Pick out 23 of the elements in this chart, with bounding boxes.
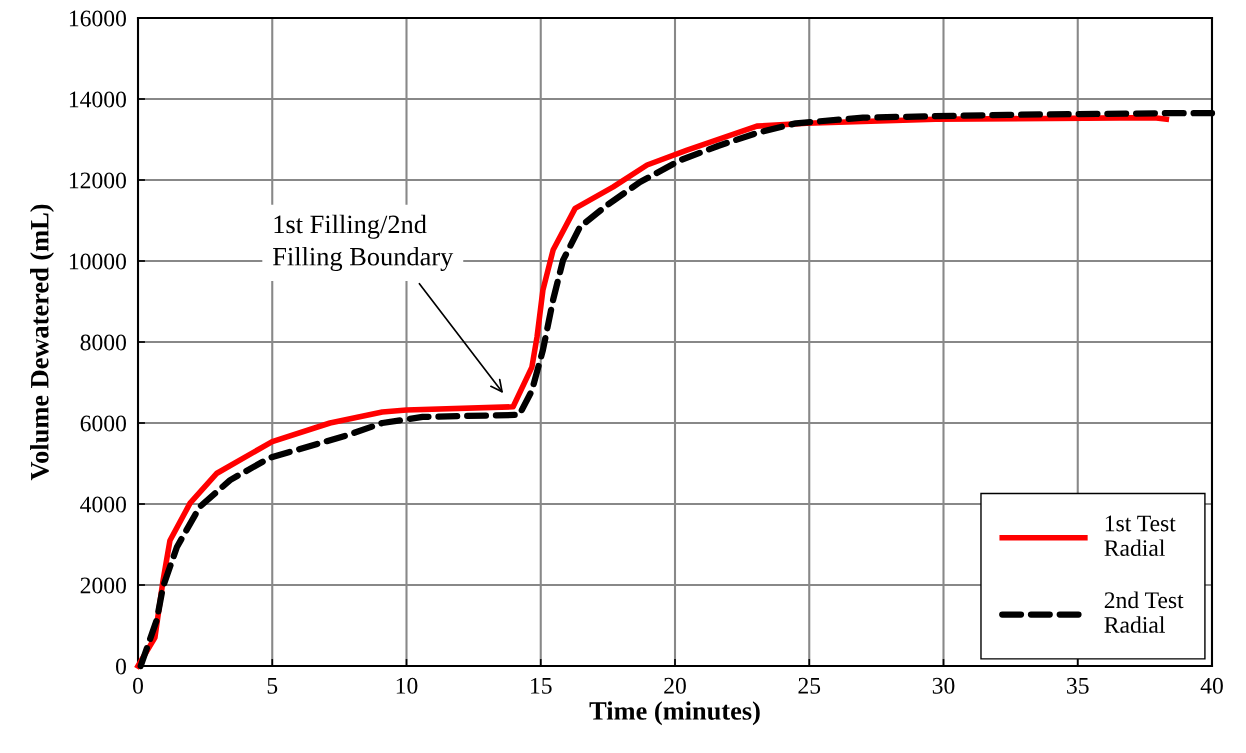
y-tick-label: 0 (115, 658, 126, 675)
x-tick-label: 20 (664, 677, 686, 694)
y-axis-title: Volume Dewatered (mL) (30, 204, 54, 481)
x-axis-title: Time (minutes) (589, 701, 760, 726)
y-tick-label: 10000 (69, 253, 126, 270)
x-tick-label: 40 (1200, 677, 1223, 694)
y-tick-label: 6000 (80, 415, 126, 432)
legend-label: 2nd Test Radial (1104, 591, 1184, 633)
y-tick-label: 2000 (80, 577, 126, 594)
legend-label: 1st Test Radial (1104, 515, 1176, 557)
x-tick-label: 5 (267, 678, 278, 694)
x-tick-label: 25 (798, 677, 821, 694)
y-tick-label: 12000 (69, 172, 126, 189)
x-tick-label: 35 (1067, 677, 1089, 694)
x-tick-label: 10 (396, 677, 418, 694)
x-tick-label: 30 (932, 677, 955, 694)
y-tick-label: 4000 (80, 496, 126, 513)
y-tick-label: 14000 (69, 91, 126, 108)
annotation: 1st Filling/2nd Filling Boundary (273, 214, 454, 271)
x-tick-label: 15 (531, 677, 552, 694)
y-tick-label: 8000 (80, 334, 126, 351)
y-tick-label: 16000 (69, 10, 126, 27)
x-tick-label: 0 (133, 677, 143, 694)
